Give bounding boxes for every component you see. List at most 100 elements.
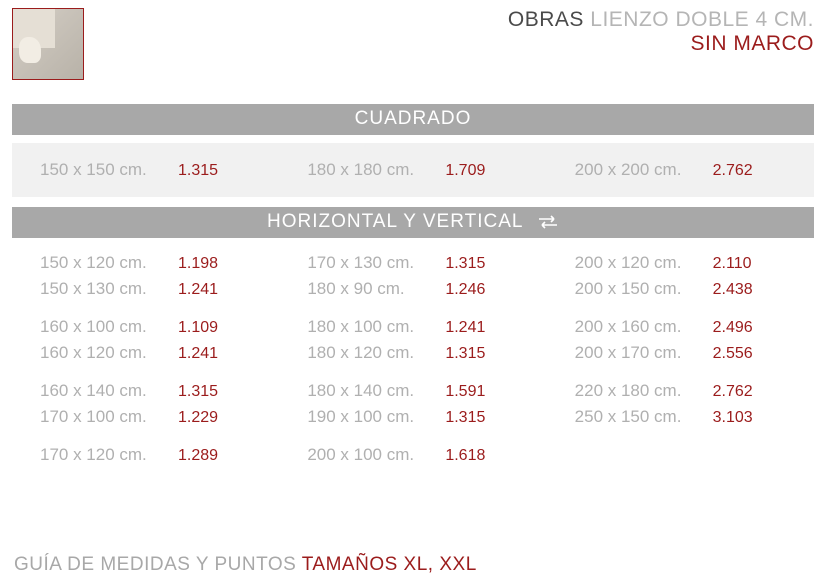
points-value: 1.241: [445, 319, 485, 337]
entry-gap: [279, 302, 546, 314]
points-value: 1.315: [178, 383, 218, 401]
size-label: 160 x 100 cm.: [40, 317, 170, 337]
size-entry: 180 x 120 cm. 1.315: [279, 340, 546, 366]
points-value: 1.241: [178, 345, 218, 363]
size-entry: 190 x 100 cm. 1.315: [279, 404, 546, 430]
size-label: 250 x 150 cm.: [575, 407, 705, 427]
points-value: 2.110: [713, 255, 752, 273]
size-label: 170 x 130 cm.: [307, 253, 437, 273]
title-line-2: SIN MARCO: [508, 32, 814, 56]
entry-gap: [12, 366, 279, 378]
size-entry: 180 x 140 cm. 1.591: [279, 378, 546, 404]
size-entry: 150 x 120 cm. 1.198: [12, 250, 279, 276]
swap-icon: [537, 214, 559, 230]
title-block: OBRAS LIENZO DOBLE 4 CM. SIN MARCO: [508, 8, 814, 56]
size-entry: 180 x 100 cm. 1.241: [279, 314, 546, 340]
size-entry: 170 x 100 cm. 1.229: [12, 404, 279, 430]
points-value: 1.618: [445, 447, 485, 465]
size-label: 200 x 170 cm.: [575, 343, 705, 363]
size-label: 200 x 100 cm.: [307, 445, 437, 465]
size-entry: 170 x 130 cm. 1.315: [279, 250, 546, 276]
points-value: 2.762: [713, 162, 753, 180]
points-value: 3.103: [713, 409, 753, 427]
cuadrado-col: 200 x 200 cm. 2.762: [547, 153, 814, 187]
size-entry: 200 x 100 cm. 1.618: [279, 442, 546, 468]
size-entry: 160 x 140 cm. 1.315: [12, 378, 279, 404]
cuadrado-col: 150 x 150 cm. 1.315: [12, 153, 279, 187]
entry-gap: [12, 430, 279, 442]
size-label: 150 x 120 cm.: [40, 253, 170, 273]
size-label: 190 x 100 cm.: [307, 407, 437, 427]
size-label: 200 x 120 cm.: [575, 253, 705, 273]
points-value: 2.438: [713, 281, 753, 299]
points-value: 1.289: [178, 447, 218, 465]
points-value: 1.109: [178, 319, 218, 337]
points-value: 1.315: [445, 409, 485, 427]
size-label: 180 x 140 cm.: [307, 381, 437, 401]
points-value: 1.241: [178, 281, 218, 299]
size-entry: 150 x 130 cm. 1.241: [12, 276, 279, 302]
entry-gap: [279, 366, 546, 378]
hv-col: 170 x 130 cm.1.315180 x 90 cm.1.246180 x…: [279, 246, 546, 472]
size-entry: 200 x 150 cm. 2.438: [547, 276, 814, 302]
cuadrado-col: 180 x 180 cm. 1.709: [279, 153, 546, 187]
size-entry: 180 x 90 cm. 1.246: [279, 276, 546, 302]
size-entry: 170 x 120 cm. 1.289: [12, 442, 279, 468]
points-value: 1.709: [445, 162, 485, 180]
points-value: 1.591: [445, 383, 485, 401]
points-value: 2.556: [713, 345, 753, 363]
section-bar-hv: HORIZONTAL Y VERTICAL: [12, 207, 814, 238]
size-label: 160 x 140 cm.: [40, 381, 170, 401]
size-label: 170 x 100 cm.: [40, 407, 170, 427]
size-entry: 160 x 120 cm. 1.241: [12, 340, 279, 366]
points-value: 1.315: [445, 255, 485, 273]
points-value: 2.762: [713, 383, 753, 401]
size-label: 150 x 150 cm.: [40, 160, 170, 180]
cuadrado-band: 150 x 150 cm. 1.315 180 x 180 cm. 1.709 200 …: [12, 143, 814, 197]
entry-gap: [547, 366, 814, 378]
size-label: 180 x 180 cm.: [307, 160, 437, 180]
entry-gap: [547, 302, 814, 314]
size-entry: 200 x 170 cm. 2.556: [547, 340, 814, 366]
size-entry: 200 x 200 cm. 2.762: [547, 157, 814, 183]
size-label: 200 x 150 cm.: [575, 279, 705, 299]
size-label: 180 x 100 cm.: [307, 317, 437, 337]
cuadrado-grid: 150 x 150 cm. 1.315 180 x 180 cm. 1.709 200 …: [12, 153, 814, 187]
points-value: 1.315: [178, 162, 218, 180]
section-bar-cuadrado: CUADRADO: [12, 104, 814, 135]
size-entry: 200 x 160 cm.2.496: [547, 314, 814, 340]
footer-guide: GUÍA DE MEDIDAS Y PUNTOS TAMAÑOS XL, XXL: [14, 554, 477, 576]
size-entry: 200 x 120 cm. 2.110: [547, 250, 814, 276]
size-label: 180 x 90 cm.: [307, 279, 437, 299]
size-label: 170 x 120 cm.: [40, 445, 170, 465]
title-strong: OBRAS: [508, 8, 584, 31]
title-light: LIENZO DOBLE 4 CM.: [584, 8, 814, 31]
size-entry: 150 x 150 cm. 1.315: [12, 157, 279, 183]
entry-gap: [12, 302, 279, 314]
hv-grid: 150 x 120 cm.1.198150 x 130 cm.1.241160 …: [12, 246, 814, 472]
size-label: 180 x 120 cm.: [307, 343, 437, 363]
header-row: OBRAS LIENZO DOBLE 4 CM. SIN MARCO: [12, 8, 814, 80]
points-value: 1.315: [445, 345, 485, 363]
footer-accent: TAMAÑOS XL, XXL: [302, 554, 477, 575]
points-value: 2.496: [713, 319, 753, 337]
points-value: 1.198: [178, 255, 218, 273]
size-label: 220 x 180 cm.: [575, 381, 705, 401]
points-value: 1.246: [445, 281, 485, 299]
hv-col: 150 x 120 cm.1.198150 x 130 cm.1.241160 …: [12, 246, 279, 472]
size-entry: 220 x 180 cm. 2.762: [547, 378, 814, 404]
hv-col: 200 x 120 cm.2.110200 x 150 cm.2.438200 …: [547, 246, 814, 472]
product-thumbnail[interactable]: [12, 8, 84, 80]
footer-plain: GUÍA DE MEDIDAS Y PUNTOS: [14, 554, 302, 575]
section-title-hv: HORIZONTAL Y VERTICAL: [267, 211, 523, 232]
size-label: 200 x 200 cm.: [575, 160, 705, 180]
size-label: 150 x 130 cm.: [40, 279, 170, 299]
points-value: 1.229: [178, 409, 218, 427]
size-label: 160 x 120 cm.: [40, 343, 170, 363]
size-entry: 250 x 150 cm. 3.103: [547, 404, 814, 430]
section-title-cuadrado: CUADRADO: [355, 108, 472, 129]
title-line-1: OBRAS LIENZO DOBLE 4 CM.: [508, 8, 814, 32]
size-entry: 160 x 100 cm. 1.109: [12, 314, 279, 340]
entry-gap: [279, 430, 546, 442]
size-entry: 180 x 180 cm. 1.709: [279, 157, 546, 183]
